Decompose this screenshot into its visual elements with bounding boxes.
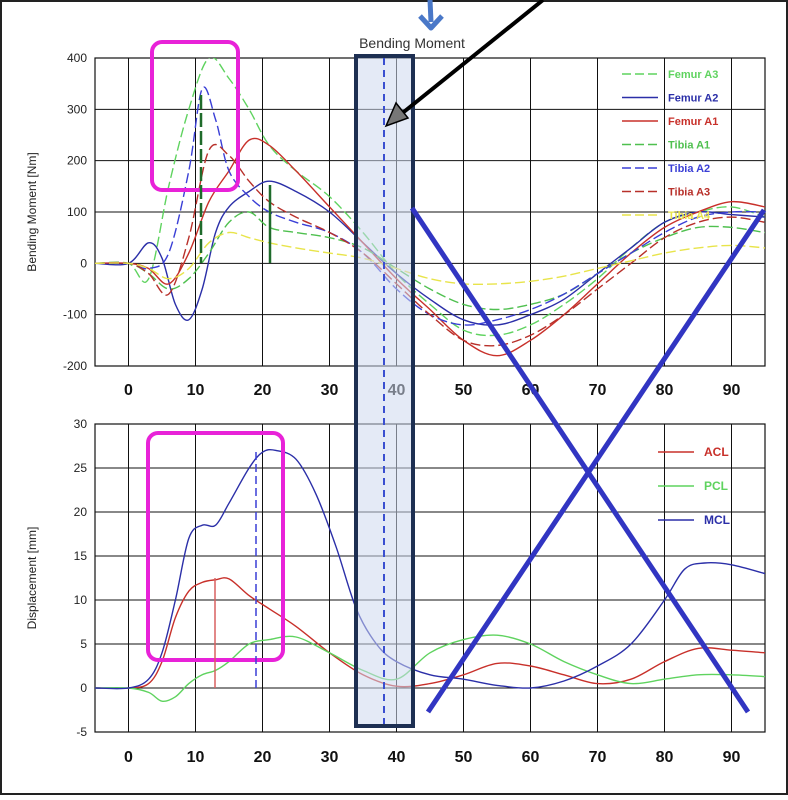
displacement-chart: 0 10 20 30 40 50 60 70 80 90 -5 0 5 10 15 20 25 30 Displac… [25, 417, 766, 766]
legend-label-pcl: PCL [704, 479, 728, 493]
x-tick-label: 90 [723, 749, 741, 766]
y-tick-label: 30 [74, 417, 88, 431]
y-tick-label: 200 [67, 154, 87, 168]
legend-label-tibia-a4: Tibia A4 [668, 210, 711, 222]
y-axis-label: Displacement [mm] [25, 527, 39, 630]
legend-label-tibia-a2: Tibia A2 [668, 163, 710, 175]
series-line-mcl [95, 448, 765, 690]
legend-label-femur-a2: Femur A2 [668, 93, 718, 105]
x-tick-label: 30 [321, 749, 339, 766]
blue-arrow-head [418, 14, 444, 31]
cross-line-1 [409, 206, 751, 714]
y-tick-label: 20 [74, 505, 88, 519]
x-tick-label: 0 [124, 749, 133, 766]
highlight-box-top [150, 40, 240, 192]
x-tick-label: 0 [124, 382, 133, 399]
blue-arrow-shaft [427, 0, 434, 23]
y-tick-label: 15 [74, 549, 88, 563]
y-tick-label: 300 [67, 102, 87, 116]
x-tick-label: 10 [187, 749, 205, 766]
legend-label-femur-a1: Femur A1 [668, 116, 718, 128]
series-line-pcl [95, 634, 765, 703]
y-tick-label: -200 [63, 359, 87, 373]
cross-line-2 [425, 208, 767, 714]
x-tick-label: 20 [254, 749, 272, 766]
annotation-overlays [146, 0, 767, 728]
x-tick-label: 70 [589, 382, 607, 399]
x-tick-label: 80 [656, 382, 674, 399]
series-group [95, 448, 765, 703]
y-tick-label: 5 [80, 637, 87, 651]
y-tick-label: 0 [80, 681, 87, 695]
x-tick-label: 70 [589, 749, 607, 766]
x-tick-label: 50 [455, 382, 473, 399]
legend-label-tibia-a3: Tibia A3 [668, 187, 710, 199]
series-line-femur-a2 [95, 180, 765, 326]
y-tick-label: 25 [74, 461, 88, 475]
x-tick-label: 40 [388, 749, 406, 766]
y-tick-label: 0 [80, 256, 87, 270]
legend-label-mcl: MCL [704, 513, 730, 527]
x-tick-label: 10 [187, 382, 205, 399]
black-arrow-shaft [398, 0, 545, 117]
y-axis-label: Bending Moment [Nm] [25, 152, 39, 271]
x-tick-label: 50 [455, 749, 473, 766]
series-line-acl [95, 577, 765, 690]
x-tick-label: 30 [321, 382, 339, 399]
chart-title: Bending Moment [359, 35, 465, 51]
x-tick-label: 60 [522, 749, 540, 766]
y-tick-label: 400 [67, 51, 87, 65]
y-tick-label: 100 [67, 205, 87, 219]
legend-label-tibia-a1: Tibia A1 [668, 140, 710, 152]
y-tick-label: -5 [76, 725, 87, 739]
y-tick-label: 10 [74, 593, 88, 607]
legend-label-acl: ACL [704, 445, 729, 459]
x-tick-label: 90 [723, 382, 741, 399]
y-tick-label: -100 [63, 308, 87, 322]
x-tick-label: 80 [656, 749, 674, 766]
black-arrow-head [384, 101, 410, 128]
legend-label-femur-a3: Femur A3 [668, 69, 718, 81]
x-tick-label: 20 [254, 382, 272, 399]
